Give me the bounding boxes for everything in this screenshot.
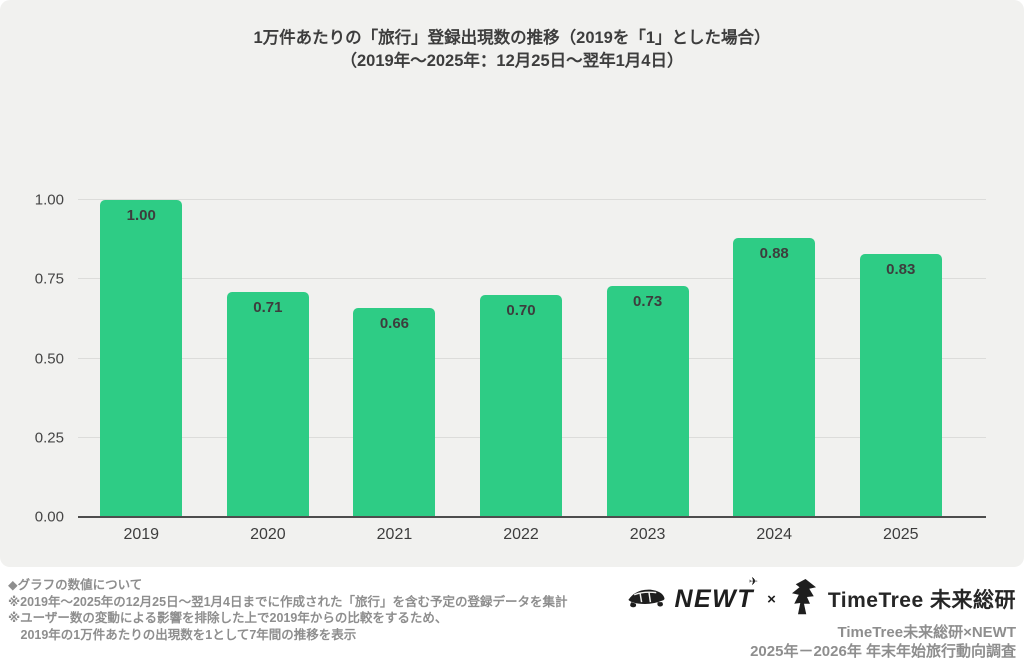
- bar-2019: 1.00: [100, 200, 183, 517]
- x-axis-label: 2022: [503, 526, 539, 543]
- y-axis-tick-label: 0.75: [34, 270, 64, 288]
- chart-note-line-1: ◆グラフの数値について: [8, 578, 143, 592]
- y-axis-tick-label: 0.50: [34, 350, 64, 367]
- bar-2025: 0.83: [859, 253, 942, 517]
- chart-note-line-2: ※2019年～2025年の12月25日～翌1月4日までに作成された「旅行」を含む…: [8, 594, 568, 609]
- bar-value-label: 1.00: [126, 207, 156, 224]
- bar-2021: 0.66: [353, 307, 436, 517]
- chart-note-line-4: 2019年の1万件あたりの出現数を1として7年間の推移を表示: [8, 627, 357, 642]
- chart-title-line2: （2019年～2025年：12月25日～翌年1月4日）: [340, 52, 684, 70]
- chart-title: 1万件あたりの「旅行」登録出現数の推移（2019を「1」とした場合） （2019…: [0, 27, 1024, 73]
- bar-2022: 0.70: [480, 295, 563, 517]
- bar-slot-2025: 0.83 2025: [837, 200, 964, 543]
- logo-row: NEWT ✈ × TimeTree 未来総研: [624, 576, 1016, 621]
- branding-block: NEWT ✈ × TimeTree 未来総研 TimeTree未来総研×NEWT…: [624, 576, 1016, 661]
- bar-value-label: 0.88: [759, 245, 789, 263]
- gridline: [78, 278, 986, 280]
- x-axis-label: 2021: [376, 526, 413, 543]
- bar-2023: 0.73: [606, 285, 689, 517]
- credit-line1: TimeTree未来総研×NEWT: [837, 624, 1016, 641]
- bar-2024: 0.88: [733, 238, 816, 517]
- x-axis-label: 2019: [123, 526, 160, 543]
- bar-value-label: 0.70: [506, 302, 536, 320]
- plane-icon: ✈: [748, 575, 759, 588]
- x-axis-label: 2025: [882, 526, 919, 543]
- x-axis-line: [78, 516, 986, 518]
- x-axis-label: 2023: [629, 526, 666, 543]
- bar-slot-2021: 0.66 2021: [331, 200, 458, 543]
- bar-slot-2023: 0.73 2023: [584, 200, 711, 543]
- y-axis-tick-label: 0.00: [34, 508, 64, 526]
- y-axis: 0.00 0.25 0.50 0.75 1.00: [0, 192, 70, 526]
- bar-slot-2022: 0.70 2022: [458, 200, 585, 543]
- timetree-logo-label: TimeTree 未来総研: [827, 589, 1016, 612]
- credit-block: TimeTree未来総研×NEWT 2025年－2026年 年末年始旅行動向調査: [624, 623, 1016, 661]
- logo-cross-label: ×: [767, 590, 776, 608]
- gridline: [78, 199, 986, 200]
- x-axis-label: 2020: [250, 526, 286, 543]
- newt-turtle-logo-icon: [624, 584, 668, 615]
- chart-card: 1万件あたりの「旅行」登録出現数の推移（2019を「1」とした場合） （2019…: [0, 0, 1024, 567]
- chart-note-line-3: ※ユーザー数の変動による影響を排除した上で2019年からの比較をするため、: [8, 611, 448, 625]
- bar-slot-2020: 0.71 2020: [205, 200, 332, 543]
- bar-value-label: 0.73: [632, 292, 663, 310]
- bar-value-label: 0.83: [886, 260, 916, 278]
- chart-title-line1: 1万件あたりの「旅行」登録出現数の推移（2019を「1」とした場合）: [253, 29, 771, 47]
- y-axis-tick-label: 0.25: [34, 429, 64, 447]
- y-axis-tick-label: 1.00: [34, 191, 64, 209]
- credit-line2: 2025年－2026年 年末年始旅行動向調査: [750, 643, 1016, 660]
- bar-value-label: 0.71: [253, 298, 283, 316]
- bar-value-label: 0.66: [379, 314, 410, 332]
- bar-slot-2024: 0.88 2024: [711, 200, 838, 543]
- timetree-tree-logo-icon: [789, 578, 819, 621]
- bar-2020: 0.71: [226, 291, 309, 517]
- timetree-logo: TimeTree 未来総研: [789, 578, 1016, 621]
- bar-slot-2019: 1.00 2019: [78, 200, 205, 543]
- bar-chart-plot: 1.00 2019 0.71 2020 0.66 2021 0.70 2022 0.73 2023…: [78, 199, 986, 543]
- newt-logo: NEWT ✈: [624, 576, 758, 615]
- bar-slots: 1.00 2019 0.71 2020 0.66 2021 0.70 2022 0.73 2023…: [78, 200, 964, 543]
- x-axis-label: 2024: [756, 526, 792, 543]
- chart-notes: ◆グラフの数値について ※2019年～2025年の12月25日～翌1月4日までに作…: [8, 577, 567, 643]
- newt-logo-label: NEWT: [674, 584, 755, 613]
